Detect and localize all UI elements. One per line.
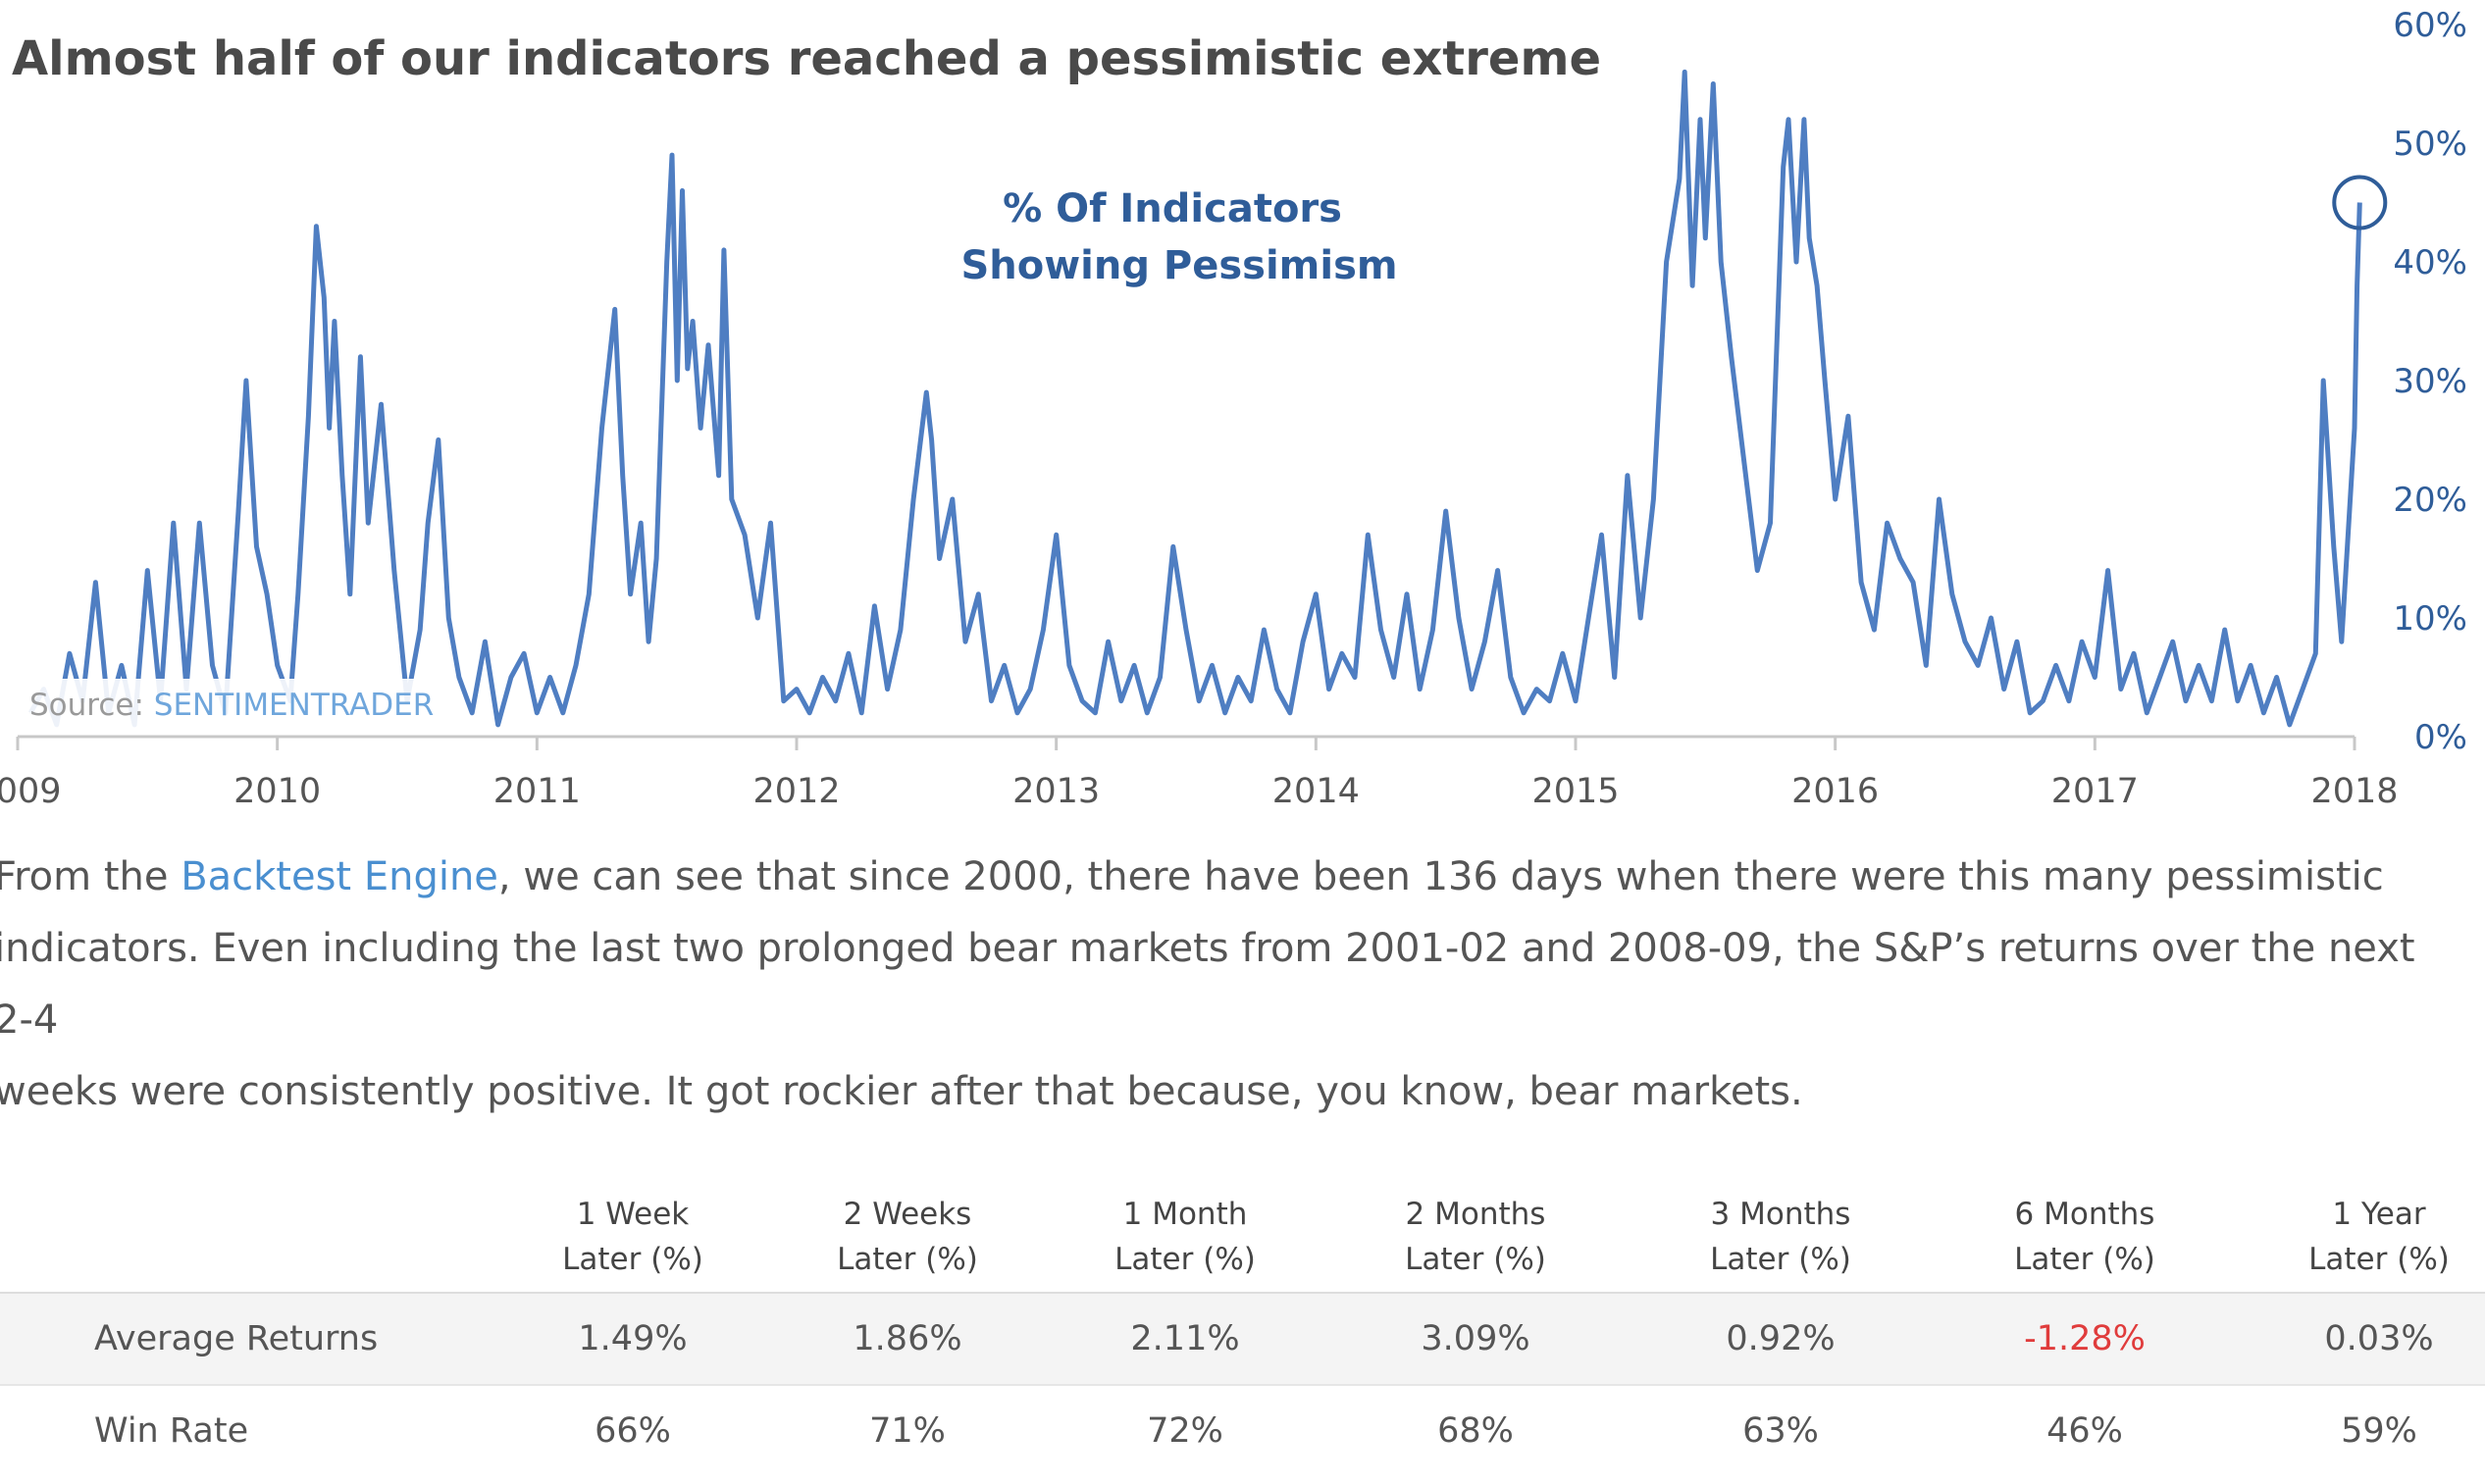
table-cell: 3.09% <box>1421 1319 1530 1358</box>
x-tick-label: 2010 <box>233 772 321 811</box>
paragraph-line-1-rest: , we can see that since 2000, there have… <box>497 854 2384 899</box>
pessimism-chart: Almost half of our indicators reached a … <box>0 6 2467 811</box>
y-tick-label: 60% <box>2393 6 2467 45</box>
column-header-unit: Later (%) <box>2014 1242 2155 1277</box>
table-cell: 1.86% <box>853 1319 962 1358</box>
x-tick-label: 2014 <box>1272 772 1360 811</box>
y-tick-label: 30% <box>2393 362 2467 401</box>
paragraph-prefix: From the <box>0 854 181 899</box>
x-tick-label: 2011 <box>493 772 581 811</box>
table-cell: 68% <box>1437 1411 1514 1451</box>
x-tick-label: 2016 <box>1791 772 1879 811</box>
series-label: % Of Indicators Showing Pessimism <box>960 186 1397 288</box>
table-cell: 72% <box>1147 1411 1223 1451</box>
source-prefix: Source: <box>29 688 154 723</box>
table-cell: 66% <box>595 1411 671 1451</box>
series-label-line-2: Showing Pessimism <box>960 243 1397 288</box>
x-tick-label: 2017 <box>2051 772 2139 811</box>
column-header-unit: Later (%) <box>1114 1242 1256 1277</box>
column-header: 2 Months Later (%) <box>1338 1192 1613 1282</box>
y-tick-label: 10% <box>2393 599 2467 639</box>
article-paragraph: From the Backtest Engine, we can see tha… <box>0 842 2466 1128</box>
column-header-unit: Later (%) <box>562 1242 703 1277</box>
paragraph-line-3: weeks were consistently positive. It got… <box>0 1069 1803 1114</box>
column-header: 1 Month Later (%) <box>1048 1192 1322 1282</box>
table-cell: 1.49% <box>578 1319 688 1358</box>
x-tick-label: 2009 <box>0 772 62 811</box>
source-brand[interactable]: SENTIMENTRADER <box>154 688 434 723</box>
column-header-period: 2 Weeks <box>843 1197 972 1232</box>
column-header: 3 Months Later (%) <box>1643 1192 1918 1282</box>
column-header: 6 Months Later (%) <box>1947 1192 2222 1282</box>
y-tick-label: 20% <box>2393 481 2467 520</box>
y-tick-label: 40% <box>2393 243 2467 282</box>
column-header-unit: Later (%) <box>837 1242 978 1277</box>
svg-text:Source: SENTIMENTRADER: Source: SENTIMENTRADER <box>29 688 434 723</box>
column-header-unit: Later (%) <box>2308 1242 2450 1277</box>
paragraph-line-1: From the Backtest Engine, we can see tha… <box>0 842 2466 913</box>
x-axis: 2009 2010 2011 2012 2013 2014 2015 2016 2017 2018 <box>0 737 2399 811</box>
table-cell: 0.92% <box>1726 1319 1836 1358</box>
series-line <box>28 69 2362 728</box>
latest-point-marker <box>2332 175 2388 230</box>
column-header-period: 1 Year <box>2332 1197 2426 1232</box>
table-cell: 2.11% <box>1130 1319 1240 1358</box>
source-credit-background <box>20 679 451 728</box>
table-cell: 0.03% <box>2324 1319 2434 1358</box>
column-header-period: 3 Months <box>1710 1197 1851 1232</box>
series-group <box>28 69 2388 728</box>
paragraph-line-2: indicators. Even including the last two … <box>0 926 2415 1043</box>
column-header-unit: Later (%) <box>1710 1242 1851 1277</box>
y-axis: 0% 10% 20% 30% 40% 50% 60% <box>2393 6 2467 757</box>
column-header: 1 Week Later (%) <box>495 1192 770 1282</box>
returns-table: 1 Week Later (%) 2 Weeks Later (%) 1 Month La… <box>0 1172 2485 1484</box>
column-header: 1 Year Later (%) <box>2242 1192 2485 1282</box>
chart-title: Almost half of our indicators reached a … <box>12 31 1601 86</box>
x-tick-label: 2012 <box>752 772 840 811</box>
table-header-row: 1 Week Later (%) 2 Weeks Later (%) 1 Month La… <box>0 1172 2485 1292</box>
table-cell: 71% <box>869 1411 946 1451</box>
column-header-period: 2 Months <box>1405 1197 1546 1232</box>
column-header-period: 6 Months <box>2014 1197 2155 1232</box>
column-header: 2 Weeks Later (%) <box>770 1192 1045 1282</box>
x-tick-label: 2018 <box>2310 772 2398 811</box>
row-label: Average Returns <box>94 1319 379 1358</box>
column-header-unit: Later (%) <box>1405 1242 1546 1277</box>
backtest-engine-link[interactable]: Backtest Engine <box>181 854 498 899</box>
column-header-period: 1 Month <box>1122 1197 1248 1232</box>
x-tick-label: 2015 <box>1531 772 1619 811</box>
table-cell: 59% <box>2341 1411 2417 1451</box>
table-cell: -1.28% <box>2024 1319 2146 1358</box>
table-cell: 63% <box>1742 1411 1819 1451</box>
table-cell: 46% <box>2046 1411 2123 1451</box>
x-tick-label: 2013 <box>1012 772 1100 811</box>
column-header-period: 1 Week <box>576 1197 690 1232</box>
table-row-win-rate: Win Rate 66% 71% 72% 68% 63% 46% 59% <box>0 1384 2485 1476</box>
series-label-line-1: % Of Indicators <box>1003 186 1342 231</box>
table-row-average-returns: Average Returns 1.49% 1.86% 2.11% 3.09% 0.92%… <box>0 1292 2485 1384</box>
y-tick-label: 0% <box>2414 718 2467 757</box>
y-tick-label: 50% <box>2393 125 2467 164</box>
row-label: Win Rate <box>94 1411 249 1451</box>
source-credit: Source: SENTIMENTRADER <box>20 679 451 728</box>
